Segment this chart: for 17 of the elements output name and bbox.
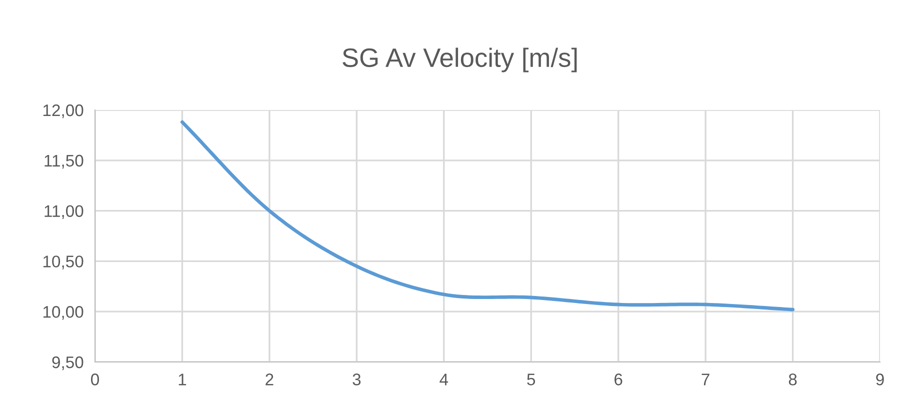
x-tick-label: 5 — [527, 374, 536, 386]
x-tick-label: 2 — [266, 374, 274, 386]
x-tick-label: 7 — [702, 374, 710, 386]
x-tick-label: 6 — [614, 374, 622, 386]
x-tick-label: 4 — [440, 374, 448, 386]
x-tick-label: 1 — [178, 374, 186, 386]
y-tick-label: 10,50 — [43, 256, 84, 270]
x-tick-label: 9 — [876, 374, 884, 386]
chart-title: SG Av Velocity [m/s] — [342, 48, 577, 72]
y-tick-label: 10,00 — [43, 306, 84, 320]
y-tick-label: 9,50 — [52, 356, 84, 370]
y-tick-label: 11,00 — [44, 205, 84, 219]
x-tick-label: 3 — [352, 374, 361, 386]
y-tick-label: 12,00 — [43, 104, 84, 118]
y-tick-label: 11,50 — [44, 154, 84, 169]
x-tick-label: 8 — [788, 374, 797, 386]
x-tick-label: 0 — [91, 374, 99, 386]
